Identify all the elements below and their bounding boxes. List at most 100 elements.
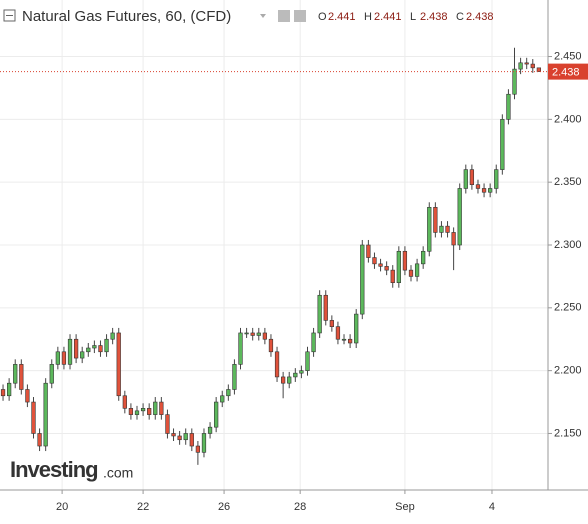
candle-body: [390, 269, 395, 283]
candle-body: [378, 263, 383, 267]
ohlc-value: 2.438: [420, 11, 448, 23]
candle-body: [177, 435, 182, 441]
candle-body: [67, 338, 73, 365]
candle-body: [250, 332, 255, 336]
candle-body: [457, 188, 462, 246]
x-tick-label: 20: [56, 501, 68, 513]
candle-body: [372, 257, 377, 265]
candle-body: [207, 426, 213, 434]
ohlc-value: 2.441: [328, 11, 356, 23]
candle-body: [110, 332, 115, 340]
candle-body: [220, 395, 225, 403]
candle-body: [530, 63, 535, 69]
candle-body: [183, 433, 188, 441]
candle-body: [518, 62, 523, 70]
candle-body: [445, 225, 450, 233]
candle-body: [159, 401, 164, 415]
candle-body: [31, 401, 36, 434]
candle-body: [116, 332, 121, 397]
chart-title: Natural Gas Futures, 60, (CFD): [22, 8, 231, 25]
ohlc-label: H: [364, 11, 372, 23]
y-tick-label: 2.350: [554, 176, 582, 188]
x-tick-label: 4: [489, 501, 495, 513]
candle-body: [134, 410, 140, 415]
candle-body: [408, 269, 414, 277]
ohlc-legend: O 2.441 H 2.441 L 2.438 C 2.438: [318, 11, 494, 23]
candle-body: [384, 266, 389, 271]
candle-body: [98, 345, 103, 353]
candle-body: [427, 207, 432, 252]
candle-body: [13, 364, 18, 384]
candle-body: [122, 395, 127, 409]
candle-body: [195, 445, 201, 453]
candle-body: [7, 382, 12, 397]
candle-body: [140, 408, 146, 412]
candle-body: [323, 294, 328, 321]
candle-body: [299, 370, 304, 374]
candle-body: [256, 332, 261, 336]
ohlc-label: L: [410, 11, 416, 23]
candle-body: [25, 389, 30, 403]
candle-body: [189, 433, 194, 447]
y-tick-label: 2.200: [554, 365, 582, 377]
candle-body: [421, 250, 426, 265]
candle-body: [92, 345, 97, 349]
candle-body: [439, 225, 444, 233]
candle-body: [317, 294, 322, 334]
x-tick-label: Sep: [395, 501, 415, 513]
ohlc-label: O: [318, 11, 327, 23]
ohlc-value: 2.438: [466, 11, 494, 23]
candle-body: [262, 332, 267, 340]
candle-body: [360, 244, 365, 315]
ohlc-label: C: [456, 11, 464, 23]
candle-body: [536, 67, 541, 72]
candle-body: [506, 93, 511, 120]
candle-body: [165, 414, 170, 434]
candle-body: [311, 332, 316, 353]
eye-icon[interactable]: [278, 10, 290, 22]
candle-body: [61, 351, 67, 365]
candle-body: [86, 347, 91, 353]
candle-body: [287, 376, 292, 384]
candle-body: [0, 389, 6, 397]
candle-body: [414, 263, 420, 277]
candle-body: [494, 169, 499, 189]
candle-body: [73, 338, 79, 359]
ohlc-value: 2.441: [374, 11, 402, 23]
candle-body: [347, 338, 353, 344]
watermark-main: Investing: [10, 457, 98, 482]
candle-body: [433, 207, 438, 233]
y-tick-label: 2.400: [554, 113, 582, 125]
y-tick-label: 2.450: [554, 50, 582, 62]
grid: [0, 0, 548, 490]
settings-icon[interactable]: [294, 10, 306, 22]
x-tick-label: 22: [137, 501, 149, 513]
candle-body: [488, 188, 493, 193]
candle-body: [329, 320, 334, 327]
y-tick-label: 2.150: [554, 427, 582, 439]
candle-body: [238, 332, 243, 365]
candle-body: [171, 433, 176, 437]
last-price-box: [548, 63, 588, 80]
candle-body: [55, 351, 60, 365]
x-tick-label: 28: [294, 501, 306, 513]
candle-body: [268, 338, 274, 353]
candle-body: [226, 389, 231, 397]
candle-body: [281, 376, 286, 384]
candle-body: [402, 250, 408, 271]
dropdown-icon[interactable]: [260, 14, 266, 18]
candle-body: [201, 433, 207, 453]
y-tick-label: 2.250: [554, 302, 582, 314]
y-tick-label: 2.300: [554, 239, 582, 251]
candle-body: [475, 184, 481, 189]
x-tick-label: 26: [218, 501, 230, 513]
candle-body: [396, 250, 401, 283]
candle-body: [354, 313, 359, 344]
candle-body: [524, 62, 529, 65]
candle-body: [244, 332, 249, 335]
candle-body: [104, 338, 109, 353]
candle-body: [305, 351, 310, 371]
candle-body: [147, 408, 152, 415]
candle-body: [481, 188, 487, 193]
